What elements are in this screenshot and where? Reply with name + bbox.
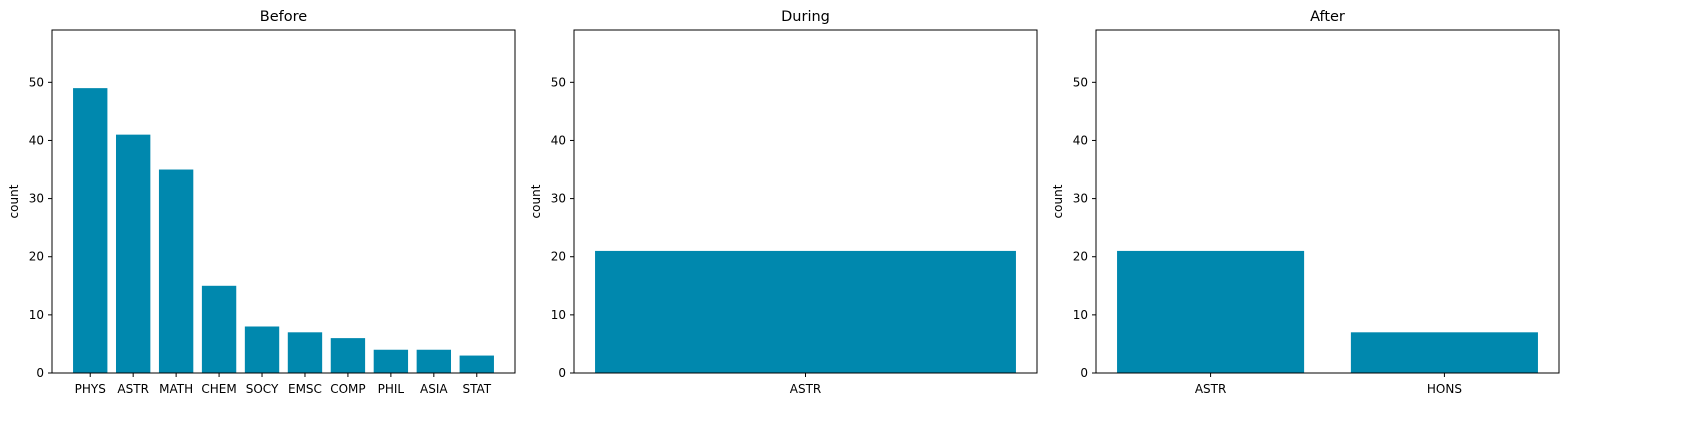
bars <box>1117 250 1538 373</box>
bar-asia <box>416 349 452 373</box>
y-tick-label: 30 <box>29 192 44 206</box>
plot-frame <box>573 29 1038 374</box>
y-axis-label: count <box>529 184 543 218</box>
bar-math <box>158 169 194 373</box>
bar-comp <box>330 338 366 373</box>
x-ticks: PHYS ASTR MATH CHEM SOCY EMSC COMP PHIL ASIA STAT <box>75 373 492 396</box>
y-tick-label: 10 <box>551 308 566 322</box>
x-tick-label: STAT <box>462 382 491 396</box>
y-tick-label: 30 <box>1073 192 1088 206</box>
y-tick-label: 20 <box>29 250 44 264</box>
y-axis-label: count <box>1051 184 1065 218</box>
bar-astr <box>595 250 1016 373</box>
x-tick-label: CHEM <box>201 382 236 396</box>
y-tick-label: 0 <box>558 366 566 380</box>
y-tick-label: 0 <box>1080 366 1088 380</box>
bar-socy <box>244 326 280 373</box>
chart-panel-before: Before count 0 10 20 30 40 50 PHYS ASTR MATH CHE… <box>7 9 516 396</box>
y-tick-label: 30 <box>551 192 566 206</box>
chart-title: During <box>781 9 830 25</box>
y-tick-label: 40 <box>1073 133 1088 147</box>
x-tick-label: ASTR <box>790 382 822 396</box>
x-tick-label: COMP <box>330 382 365 396</box>
bar-phil <box>373 349 409 373</box>
bar-astr <box>1117 250 1305 373</box>
x-tick-label: MATH <box>159 382 193 396</box>
y-tick-label: 50 <box>551 75 566 89</box>
y-axis-label: count <box>7 184 21 218</box>
plot-frame <box>51 29 516 374</box>
y-tick-label: 10 <box>1073 308 1088 322</box>
y-ticks: 0 10 20 30 40 50 <box>551 75 574 380</box>
y-tick-label: 10 <box>29 308 44 322</box>
bar-chem <box>201 285 237 373</box>
bar-hons <box>1350 332 1538 373</box>
bar-stat <box>459 355 494 373</box>
y-tick-label: 20 <box>1073 250 1088 264</box>
chart-panel-during: During count 0 10 20 30 40 50 ASTR <box>529 9 1038 396</box>
x-ticks: ASTR <box>790 373 822 396</box>
y-ticks: 0 10 20 30 40 50 <box>1073 75 1096 380</box>
x-ticks: ASTR HONS <box>1195 373 1462 396</box>
x-tick-label: PHIL <box>378 382 405 396</box>
x-tick-label: ASIA <box>420 382 448 396</box>
x-tick-label: SOCY <box>246 382 279 396</box>
bars <box>595 250 1016 373</box>
x-tick-label: ASTR <box>1195 382 1227 396</box>
chart-panel-after: After count 0 10 20 30 40 50 ASTR HONS <box>1051 9 1560 396</box>
y-tick-label: 50 <box>29 75 44 89</box>
y-tick-label: 40 <box>29 133 44 147</box>
chart-title: After <box>1310 9 1345 25</box>
bar-phys <box>73 88 108 373</box>
x-tick-label: HONS <box>1427 382 1462 396</box>
x-tick-label: PHYS <box>75 382 106 396</box>
y-ticks: 0 10 20 30 40 50 <box>29 75 52 380</box>
y-tick-label: 50 <box>1073 75 1088 89</box>
x-tick-label: EMSC <box>288 382 322 396</box>
chart-title: Before <box>260 9 307 25</box>
bars <box>73 88 494 373</box>
bar-astr <box>115 134 151 373</box>
y-tick-label: 40 <box>551 133 566 147</box>
plot-frame <box>1095 29 1560 374</box>
y-tick-label: 0 <box>36 366 44 380</box>
x-tick-label: ASTR <box>117 382 149 396</box>
y-tick-label: 20 <box>551 250 566 264</box>
bar-emsc <box>287 332 323 373</box>
